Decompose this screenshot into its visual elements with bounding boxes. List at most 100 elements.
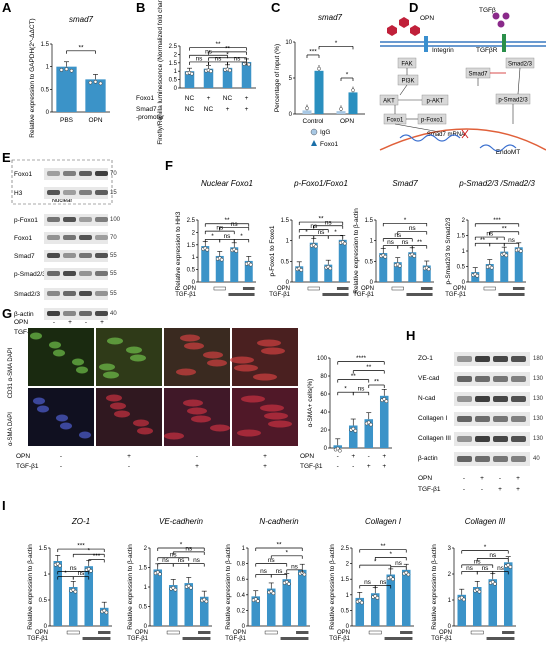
chart-f-1-sig-4-label: ** (318, 216, 324, 223)
chart-f-2-opn-box-1 (391, 286, 404, 291)
chart-i-0-bar-2 (84, 566, 94, 626)
chart-i-1-bar-1 (168, 585, 178, 626)
chart-i-0-title: ZO-1 (71, 517, 90, 526)
chart-f-1-opn-box-1 (307, 286, 320, 291)
blot-h-band-0-2 (493, 356, 508, 362)
chart-i-4-sig-2-label: ns (497, 565, 505, 572)
micro-cell-0-2-0 (184, 342, 204, 350)
blot-h-label-3: Collagen I (418, 415, 447, 422)
chart-f-0-ytick-label-0: 0 (192, 280, 196, 286)
blot-e-band-5-0 (47, 271, 60, 276)
blot-e-band-5-1 (63, 271, 76, 276)
chart-f-0-opn-box-3 (242, 287, 255, 290)
blot-e-label-0: Foxo1 (14, 171, 32, 178)
micro-cell-1-1-1 (137, 427, 153, 435)
blot-e-band-6-2 (79, 291, 92, 296)
chart-i-4-ylabel: Relative expression to β-actin (431, 544, 438, 630)
blot-e-opn-2: - (85, 319, 87, 326)
micro-cell-1-2-1 (164, 432, 184, 440)
chart-f-0-ytick-label-5: 2.5 (187, 218, 196, 224)
blot-h-mw-4: 130 (533, 436, 544, 442)
panel-b-row2-1: NC (204, 106, 214, 113)
panel-b-row1-2: NC (223, 95, 233, 102)
chart-i-3-sig-4-label: * (389, 551, 392, 558)
blot-e-band-1-2 (79, 190, 92, 195)
chart-f-2-pt-0-2 (383, 254, 388, 259)
chart-b-sig-6-label: ns (205, 49, 213, 56)
chart-a-pt-1-1 (93, 79, 98, 84)
chart-c-legend-igg-swatch (310, 128, 318, 136)
chart-f-3-ytick-label-2: 1 (462, 249, 466, 255)
chart-f-2-bar-0 (379, 253, 388, 282)
chart-g-pt-1-1 (351, 426, 356, 431)
blot-h-band-4-3 (511, 436, 526, 442)
chart-a-pt-0-2 (69, 68, 74, 73)
chart-a-ytick-label-2: 1 (46, 65, 50, 71)
chart-i-3-sig-0-label: ns (364, 579, 372, 586)
chart-i-2-ytick-label-1: 0.2 (237, 608, 246, 614)
chart-i-2-pt-2-2 (287, 582, 291, 586)
chart-i-1-tgf-box (182, 637, 211, 640)
chart-a-sig-0-label: ** (78, 44, 84, 51)
chart-b-sig-3-label: * (226, 51, 229, 58)
chart-i-2-bar-2 (282, 579, 292, 626)
chart-g-opn-2: - (368, 453, 370, 460)
chart-i-2-opn-label: OPN (233, 630, 246, 636)
chart-b-ylabel: Firefly/Renilla luminescence (Normalized… (157, 0, 164, 145)
chart-g-sig-2-label: ** (351, 373, 357, 380)
micro-cell-1-3-2 (264, 412, 288, 420)
chart-f-3-ytick-label-0: 0 (462, 280, 466, 286)
chart-i-1-sig-5-label: * (180, 542, 183, 549)
chart-g-tgf-3: + (382, 463, 386, 470)
chart-b-bar-0 (184, 71, 195, 88)
chart-i-3: 0 0.5 1 1.5 2 2.5 Collagen I Relative expressio… (329, 517, 414, 642)
blot-h-mw-1: 130 (533, 376, 544, 382)
micro-cell-0-2-3 (203, 351, 223, 359)
chart-i-3-ytick-label-3: 1.5 (341, 577, 350, 583)
node-tgfbr: TGFβR (476, 47, 498, 54)
micro-cell-1-1-4 (106, 394, 122, 402)
chart-i-1-opn-box-3 (198, 631, 211, 634)
micro-opn-0: - (60, 453, 62, 460)
chart-f-1-sig-2-label: * (334, 229, 337, 236)
chart-f-1-sig-0-label: * (305, 229, 308, 236)
blot-h-mw-0: 180 (533, 356, 544, 362)
chart-c-pt-1-0 (339, 107, 343, 111)
micro-cell-0-3-0 (261, 347, 285, 355)
panel-label-I: I (2, 498, 6, 513)
chart-i-4-pt-1-2 (477, 589, 482, 594)
chart-i-2-ytick-label-5: 1 (242, 546, 246, 552)
chart-f-3-ytick-label-4: 2 (462, 218, 466, 224)
blot-e-band-4-3 (95, 253, 108, 258)
chart-i-4-opn-box-3 (502, 631, 515, 634)
chart-g-pt-2-2 (369, 422, 373, 427)
node-smad7: Smad7 (468, 72, 488, 78)
blot-h-label-4: Collagen III (418, 435, 451, 442)
chart-f-0-opn-box-1 (213, 286, 226, 291)
chart-i-0-tgf-label: TGF-β1 (27, 636, 48, 642)
node-integrin: Integrin (432, 47, 454, 54)
panel-label-B: B (136, 0, 145, 15)
micro-cell-1-1-2 (110, 402, 126, 410)
blot-h-opn-0: - (463, 475, 465, 482)
chart-f-3-tgf-label: TGF-β1 (445, 292, 466, 298)
chart-i-0-ytick-label-3: 1.5 (39, 546, 48, 552)
blot-e-strip-4 (44, 250, 108, 262)
chart-g-sig-4-label: ns (358, 386, 366, 393)
chart-i-1-bar-0 (153, 569, 163, 626)
micro-opn-3: + (263, 453, 267, 460)
chart-i-0-opn-box-3 (98, 631, 111, 634)
chart-f-2-sig-0-label: ns (387, 239, 395, 246)
micro-tgf-0: - (60, 463, 62, 470)
chart-b-ytick-label-4: 2 (174, 52, 178, 58)
chart-f-0-pt-0-2 (205, 247, 210, 252)
blot-h-band-0-0 (457, 356, 472, 362)
chart-g-pt-1-2 (353, 429, 358, 433)
chart-g-sig-1-label: ** (366, 364, 372, 371)
panel-b-row2-label-2: -promoter (136, 114, 165, 121)
blot-h-strip-4 (454, 432, 530, 446)
chart-i-4-bar-0 (457, 594, 467, 626)
chart-f-3-opn-box-3 (512, 287, 525, 290)
chart-i-3-ytick-label-4: 2 (346, 562, 350, 568)
